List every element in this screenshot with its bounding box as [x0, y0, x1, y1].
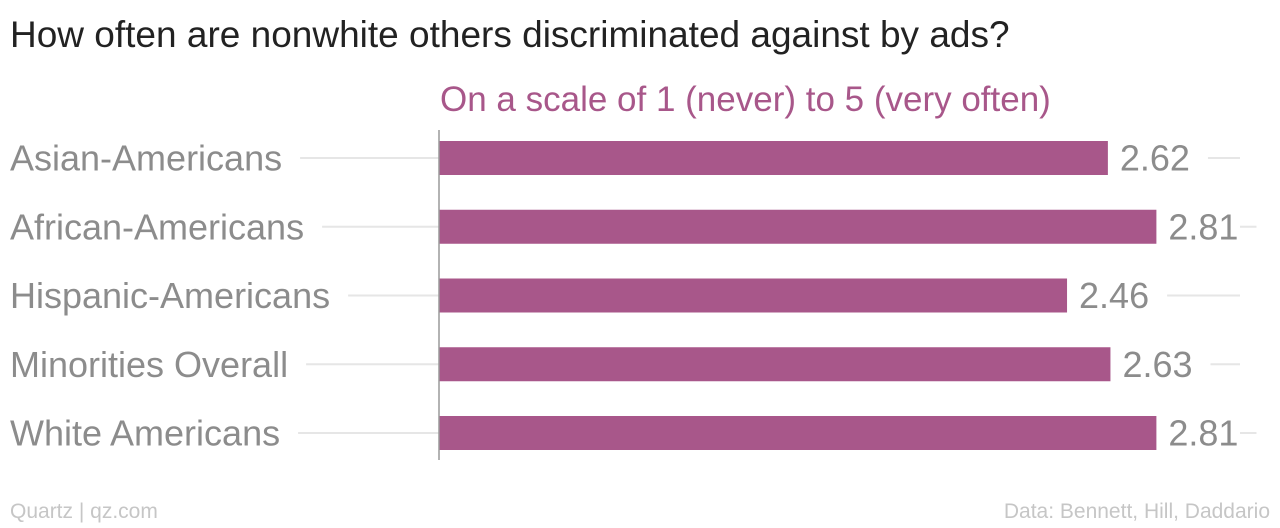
- footer-source-left: Quartz | qz.com: [10, 500, 158, 523]
- chart-title: How often are nonwhite others discrimina…: [10, 14, 1010, 55]
- value-label: 2.62: [1120, 138, 1190, 179]
- value-label: 2.81: [1168, 413, 1238, 454]
- bar: [439, 278, 1068, 313]
- value-label: 2.46: [1079, 275, 1149, 316]
- category-label: White Americans: [10, 413, 280, 454]
- value-label: 2.63: [1122, 344, 1192, 385]
- category-label: Minorities Overall: [10, 344, 288, 385]
- bar: [439, 347, 1111, 382]
- category-label: Asian-Americans: [10, 138, 282, 179]
- bar: [439, 416, 1157, 450]
- category-label: African-Americans: [10, 206, 304, 247]
- bar: [439, 141, 1108, 175]
- value-label: 2.81: [1168, 206, 1238, 247]
- category-label: Hispanic-Americans: [10, 275, 330, 316]
- chart-subtitle: On a scale of 1 (never) to 5 (very often…: [440, 80, 1051, 119]
- bar: [439, 209, 1157, 244]
- footer-source-right: Data: Bennett, Hill, Daddario: [1003, 500, 1270, 523]
